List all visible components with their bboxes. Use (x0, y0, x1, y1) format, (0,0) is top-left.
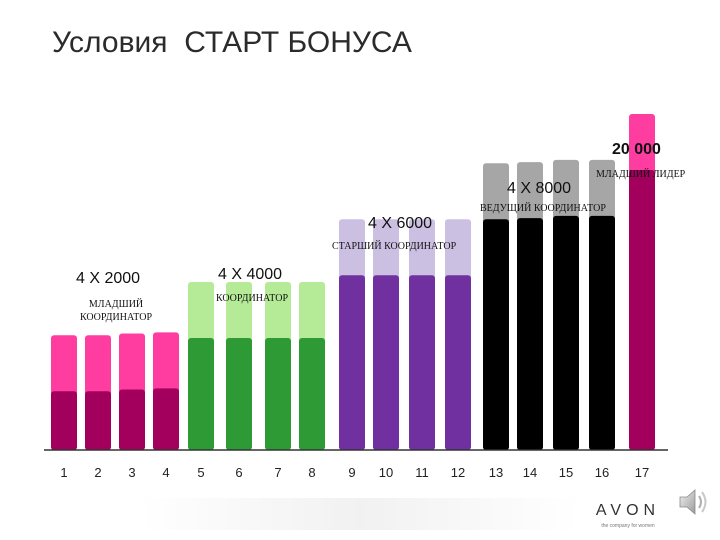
tick-label-14: 14 (523, 465, 537, 480)
bar-15-bottom (553, 215, 579, 450)
tick-label-12: 12 (451, 465, 465, 480)
tick-label-7: 7 (274, 465, 281, 480)
group-1-amount: 4 X 2000 (76, 270, 141, 287)
tick-label-6: 6 (235, 465, 242, 480)
group-4-amount: 4 X 8000 (507, 180, 572, 197)
tick-label-4: 4 (162, 465, 169, 480)
tick-label-9: 9 (348, 465, 355, 480)
tick-label-11: 11 (415, 465, 429, 480)
tick-label-13: 13 (489, 465, 503, 480)
group-4-rank: ВЕДУЩИЙ КООРДИНАТОР (480, 203, 606, 214)
tick-label-1: 1 (60, 465, 67, 480)
bar-3-bottom (119, 389, 145, 450)
bar-8-bottom (299, 338, 325, 450)
bar-14-bottom (517, 218, 543, 450)
bar-17-bottom (629, 170, 655, 450)
tick-label-8: 8 (308, 465, 315, 480)
bar-2-bottom (85, 391, 111, 450)
tick-label-3: 3 (128, 465, 135, 480)
group-2-rank: КООРДИНАТОР (216, 293, 289, 304)
logo-wordmark: AVON (595, 502, 661, 519)
bar-9-bottom (339, 275, 365, 450)
group-5-rank: МЛАДШИЙ ЛИДЕР (596, 169, 686, 180)
bar-10-bottom (373, 275, 399, 450)
tick-label-15: 15 (559, 465, 573, 480)
tick-label-17: 17 (635, 465, 649, 480)
logo-tagline: the company for women (601, 523, 655, 529)
bar-1-bottom (51, 391, 77, 450)
bar-6-bottom (226, 338, 252, 450)
tick-label-5: 5 (197, 465, 204, 480)
group-5-amount: 20 000 (612, 141, 661, 158)
bar-5-bottom (188, 338, 214, 450)
avon-logo: AVON the company for women (588, 502, 668, 529)
group-3-amount: 4 X 6000 (368, 215, 433, 232)
group-1-rank: МЛАДШИЙ КООРДИНАТОР (80, 299, 153, 323)
speaker-icon[interactable] (676, 484, 712, 520)
footer-band (140, 498, 580, 530)
bar-12-bottom (445, 275, 471, 450)
tick-label-16: 16 (595, 465, 609, 480)
bar-7-bottom (265, 338, 291, 450)
bar-4-bottom (153, 388, 179, 450)
slide-title: Условия СТАРТ БОНУСА (52, 26, 412, 59)
group-2-amount: 4 X 4000 (218, 266, 283, 283)
bar-11-bottom (409, 275, 435, 450)
tick-label-2: 2 (94, 465, 101, 480)
bar-16-bottom (589, 215, 615, 450)
group-3-rank: СТАРШИЙ КООРДИНАТОР (332, 241, 457, 252)
tick-label-10: 10 (379, 465, 393, 480)
bar-13-bottom (483, 219, 509, 450)
